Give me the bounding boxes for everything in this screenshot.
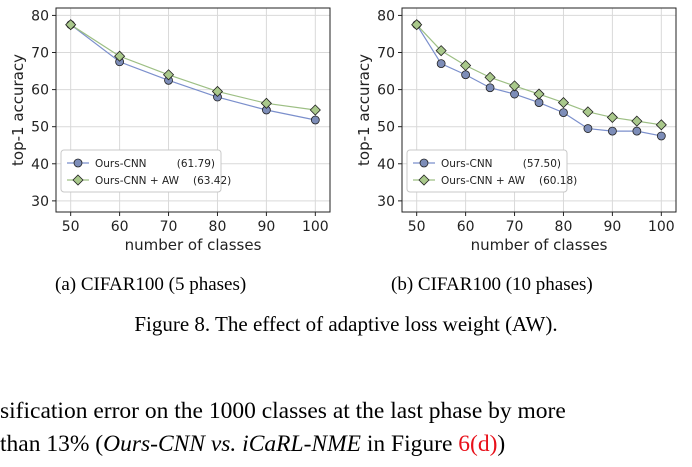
y-axis-label: top-1 accuracy (9, 54, 27, 166)
series-line-1 (70, 24, 316, 111)
data-point-circle (534, 98, 544, 107)
body-text-suffix: ) (497, 431, 506, 457)
legend-marker-circle (73, 158, 83, 168)
y-tick-label: 60 (31, 83, 49, 99)
data-point-circle (461, 70, 471, 80)
x-tick-label: 80 (209, 219, 227, 235)
x-tick-label: 50 (408, 219, 426, 235)
legend-box (60, 149, 222, 193)
x-tick-label: 50 (62, 219, 80, 235)
x-tick-label: 100 (648, 219, 675, 235)
data-point-diamond (162, 69, 175, 81)
legend-score: (60.18) (539, 175, 577, 187)
body-text-prefix: than 13% ( (0, 431, 104, 457)
legend-score: (57.50) (523, 158, 561, 170)
figure-reference-link[interactable]: 6(d) (458, 431, 498, 457)
y-axis-label: top-1 accuracy (355, 54, 373, 166)
y-tick-label: 50 (31, 120, 49, 136)
data-point-circle (436, 59, 446, 69)
data-point-diamond (484, 71, 496, 83)
x-tick-label: 90 (603, 219, 621, 235)
legend-label: Ours-CNN (441, 158, 493, 170)
figure-caption: Figure 8. The effect of adaptive loss we… (134, 312, 558, 336)
y-tick-label: 70 (31, 46, 49, 62)
x-axis-label: number of classes (125, 236, 262, 254)
x-tick-label: 90 (257, 219, 275, 235)
y-tick-label: 50 (377, 120, 395, 136)
y-tick-label: 30 (377, 194, 395, 210)
data-point-circle (583, 124, 593, 133)
data-point-diamond (533, 88, 545, 100)
plot-frame (55, 7, 331, 213)
data-point-diamond (655, 119, 667, 131)
data-point-circle (656, 131, 666, 141)
data-point-diamond (508, 80, 521, 92)
subcaption-a: (a) CIFAR100 (5 phases) (55, 274, 247, 295)
x-tick-label: 70 (506, 219, 524, 235)
body-text-mid: in Figure (361, 431, 459, 457)
body-text-line-1: sification error on the 1000 classes at … (0, 398, 566, 424)
y-tick-label: 80 (377, 8, 395, 24)
legend-marker-diamond (72, 174, 84, 186)
chart-cifar100-10-phases: 50 60 70 80 90 100 30 40 50 60 70 80 number of class… (346, 0, 692, 270)
legend-score: (63.42) (193, 175, 231, 187)
data-point-circle (485, 83, 495, 93)
legend-label: Ours-CNN (95, 158, 147, 170)
data-point-diamond (606, 111, 618, 123)
legend-marker-circle (419, 158, 429, 168)
y-tick-label: 60 (377, 83, 395, 99)
x-tick-label: 60 (457, 219, 475, 235)
y-tick-label: 30 (31, 194, 49, 210)
data-point-circle (559, 108, 568, 117)
body-text-italic: Ours-CNN vs. iCaRL-NME (103, 431, 361, 457)
data-point-diamond (211, 85, 224, 98)
data-point-diamond (309, 104, 321, 116)
legend-score: (61.79) (177, 158, 215, 170)
data-point-diamond (460, 59, 472, 72)
legend-label: Ours-CNN + AW (441, 175, 526, 187)
chart-cifar100-5-phases: 50 60 70 80 90 100 30 40 50 60 70 80 number of class… (0, 0, 346, 270)
x-tick-label: 100 (302, 219, 329, 235)
data-point-diamond (557, 97, 570, 109)
data-point-diamond (631, 115, 643, 127)
data-point-diamond (114, 50, 126, 62)
y-tick-label: 40 (377, 157, 395, 173)
plot-frame (401, 7, 677, 213)
x-tick-label: 80 (555, 219, 573, 235)
legend-box (406, 149, 568, 193)
legend-label: Ours-CNN + AW (95, 175, 180, 187)
data-point-diamond (435, 45, 447, 57)
x-tick-label: 70 (160, 219, 178, 235)
data-point-circle (607, 126, 617, 136)
legend-marker-diamond (418, 174, 430, 186)
data-point-circle (632, 126, 642, 136)
data-point-diamond (411, 19, 423, 31)
subcaption-b: (b) CIFAR100 (10 phases) (391, 274, 593, 295)
series-line-1 (416, 24, 662, 126)
data-point-diamond (582, 106, 594, 118)
series-line-0 (70, 24, 316, 121)
data-point-circle (310, 115, 320, 125)
x-axis-label: number of classes (471, 236, 608, 254)
y-tick-label: 40 (31, 157, 49, 173)
y-tick-label: 80 (31, 8, 49, 24)
x-tick-label: 60 (111, 219, 129, 235)
body-text-line-2: than 13% (Ours-CNN vs. iCaRL-NME in Figu… (0, 431, 505, 458)
data-point-diamond (260, 97, 272, 109)
y-tick-label: 70 (377, 46, 395, 62)
data-point-diamond (65, 19, 77, 31)
